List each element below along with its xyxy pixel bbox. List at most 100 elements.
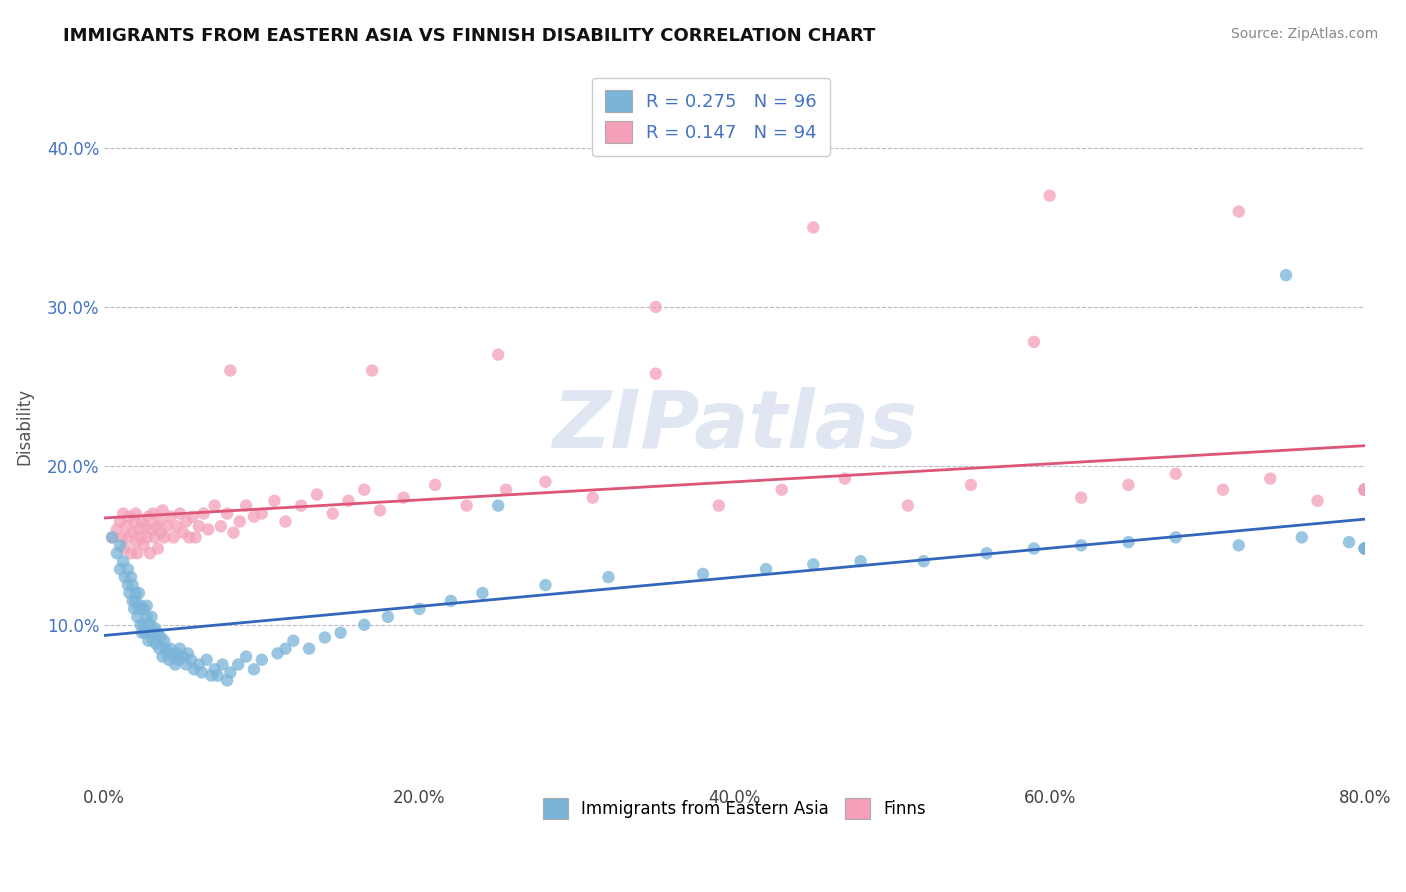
Point	[166, 647, 188, 661]
Point	[125, 507, 148, 521]
Point	[305, 487, 328, 501]
Point	[1275, 268, 1298, 282]
Point	[976, 546, 998, 560]
Point	[162, 649, 184, 664]
Point	[1354, 541, 1376, 556]
Point	[1258, 472, 1281, 486]
Point	[1039, 188, 1062, 202]
Point	[118, 509, 141, 524]
Point	[167, 653, 190, 667]
Point	[243, 509, 266, 524]
Point	[408, 602, 430, 616]
Point	[118, 586, 141, 600]
Point	[1164, 467, 1187, 481]
Point	[101, 530, 124, 544]
Point	[148, 641, 170, 656]
Point	[1354, 483, 1376, 497]
Point	[143, 530, 166, 544]
Point	[353, 617, 375, 632]
Point	[184, 530, 207, 544]
Point	[1227, 204, 1250, 219]
Point	[131, 515, 153, 529]
Point	[101, 530, 124, 544]
Point	[243, 662, 266, 676]
Point	[135, 530, 157, 544]
Point	[283, 633, 305, 648]
Point	[149, 631, 172, 645]
Point	[250, 653, 273, 667]
Point	[120, 546, 142, 560]
Point	[1164, 530, 1187, 544]
Point	[204, 499, 226, 513]
Point	[849, 554, 872, 568]
Point	[222, 525, 245, 540]
Point	[165, 657, 187, 672]
Point	[598, 570, 620, 584]
Point	[177, 647, 200, 661]
Point	[209, 519, 232, 533]
Point	[801, 220, 824, 235]
Point	[1354, 541, 1376, 556]
Point	[139, 617, 162, 632]
Point	[692, 566, 714, 581]
Point	[274, 641, 297, 656]
Point	[112, 507, 135, 521]
Point	[229, 515, 252, 529]
Point	[644, 367, 666, 381]
Point	[172, 649, 194, 664]
Point	[127, 610, 149, 624]
Point	[1354, 541, 1376, 556]
Point	[211, 657, 233, 672]
Point	[115, 519, 138, 533]
Point	[440, 594, 463, 608]
Y-axis label: Disability: Disability	[15, 387, 32, 465]
Point	[121, 594, 143, 608]
Point	[392, 491, 415, 505]
Point	[129, 617, 152, 632]
Point	[148, 515, 170, 529]
Point	[132, 602, 155, 616]
Point	[153, 530, 176, 544]
Point	[149, 525, 172, 540]
Point	[1354, 483, 1376, 497]
Point	[152, 649, 174, 664]
Point	[181, 509, 204, 524]
Point	[125, 594, 148, 608]
Point	[146, 625, 169, 640]
Point	[156, 519, 179, 533]
Point	[322, 507, 344, 521]
Point	[153, 633, 176, 648]
Point	[195, 653, 218, 667]
Point	[108, 562, 131, 576]
Point	[1070, 491, 1092, 505]
Point	[1354, 541, 1376, 556]
Point	[235, 649, 257, 664]
Point	[114, 570, 136, 584]
Point	[1354, 483, 1376, 497]
Point	[145, 637, 167, 651]
Point	[169, 507, 191, 521]
Point	[1354, 483, 1376, 497]
Point	[1212, 483, 1234, 497]
Point	[1118, 478, 1140, 492]
Point	[187, 657, 209, 672]
Point	[912, 554, 935, 568]
Point	[135, 599, 157, 613]
Point	[353, 483, 375, 497]
Text: IMMIGRANTS FROM EASTERN ASIA VS FINNISH DISABILITY CORRELATION CHART: IMMIGRANTS FROM EASTERN ASIA VS FINNISH …	[63, 27, 876, 45]
Point	[191, 665, 214, 680]
Point	[156, 647, 179, 661]
Point	[290, 499, 312, 513]
Point	[183, 662, 205, 676]
Point	[755, 562, 778, 576]
Text: Source: ZipAtlas.com: Source: ZipAtlas.com	[1230, 27, 1378, 41]
Point	[129, 530, 152, 544]
Point	[180, 653, 202, 667]
Point	[117, 578, 139, 592]
Point	[143, 621, 166, 635]
Point	[361, 363, 384, 377]
Point	[138, 509, 160, 524]
Point	[108, 538, 131, 552]
Point	[897, 499, 920, 513]
Point	[1306, 493, 1329, 508]
